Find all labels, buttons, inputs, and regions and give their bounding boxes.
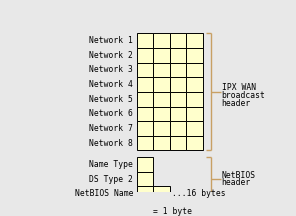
Bar [186,121,203,136]
Bar [170,106,186,121]
Text: Name Type: Name Type [89,160,133,169]
Text: NetBIOS: NetBIOS [222,171,256,180]
Bar [153,63,170,77]
Bar [170,136,186,151]
Text: Network 7: Network 7 [89,124,133,133]
Text: NetBIOS Name: NetBIOS Name [75,189,133,198]
Bar [170,63,186,77]
Text: IPX WAN: IPX WAN [222,83,256,92]
Bar [186,92,203,106]
Bar [186,136,203,151]
Bar [137,33,153,48]
Text: Network 6: Network 6 [89,109,133,118]
Bar [138,206,150,216]
Bar [137,136,153,151]
Bar [137,172,153,186]
Bar [137,92,153,106]
Text: Network 3: Network 3 [89,65,133,75]
Text: Network 4: Network 4 [89,80,133,89]
Bar [137,77,153,92]
Bar [170,33,186,48]
Bar [153,136,170,151]
Bar [170,121,186,136]
Bar [153,77,170,92]
Text: Network 1: Network 1 [89,36,133,45]
Bar [153,121,170,136]
Bar [137,157,153,172]
Text: ...16 bytes: ...16 bytes [172,189,225,198]
Text: broadcast: broadcast [222,91,266,100]
Bar [186,63,203,77]
Text: DS Type 2: DS Type 2 [89,175,133,184]
Bar [153,106,170,121]
Bar [153,92,170,106]
Bar [153,48,170,63]
Bar [137,48,153,63]
Text: Network 5: Network 5 [89,95,133,104]
Bar [153,186,170,201]
Bar [186,77,203,92]
Text: header: header [222,178,251,187]
Bar [186,48,203,63]
Bar [170,77,186,92]
Bar [137,106,153,121]
Bar [137,186,153,201]
Text: Network 2: Network 2 [89,51,133,60]
Bar [186,106,203,121]
Text: = 1 byte: = 1 byte [153,206,192,216]
Bar [170,48,186,63]
Bar [137,63,153,77]
Bar [153,33,170,48]
Text: Network 8: Network 8 [89,139,133,148]
Bar [186,33,203,48]
Bar [137,121,153,136]
Text: header: header [222,99,251,108]
Bar [170,92,186,106]
